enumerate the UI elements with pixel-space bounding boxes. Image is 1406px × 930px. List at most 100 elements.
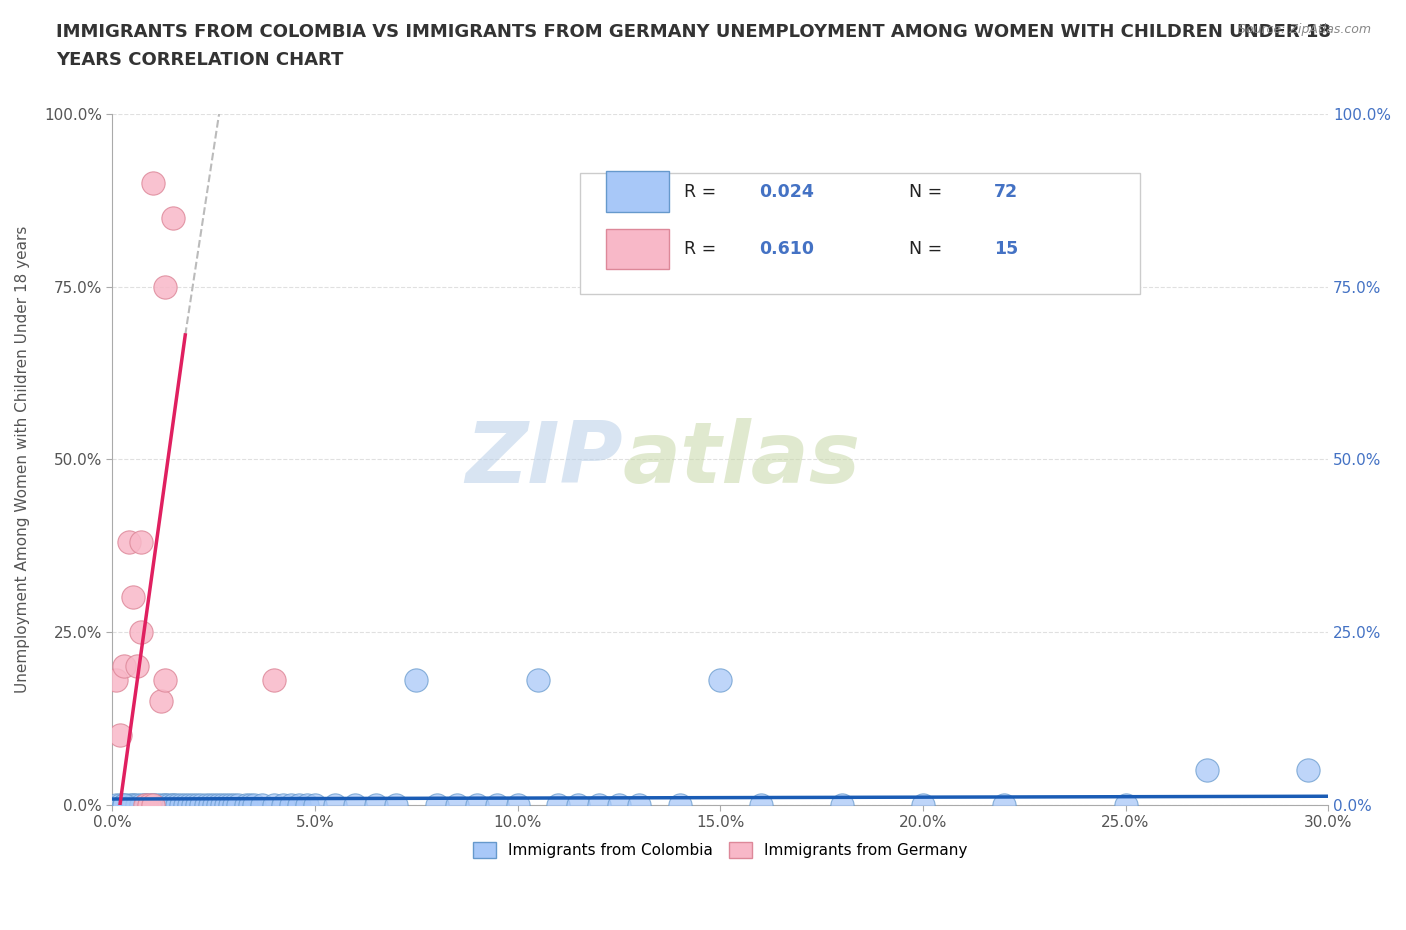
Point xyxy=(121,797,143,812)
Point xyxy=(105,672,128,687)
Point xyxy=(129,797,152,812)
Point xyxy=(235,797,257,812)
Point xyxy=(668,797,690,812)
Text: 72: 72 xyxy=(994,183,1018,201)
Y-axis label: Unemployment Among Women with Children Under 18 years: Unemployment Among Women with Children U… xyxy=(15,226,30,693)
Point xyxy=(1195,763,1218,777)
Point xyxy=(287,797,309,812)
Text: N =: N = xyxy=(908,240,948,258)
Point xyxy=(252,797,274,812)
Point xyxy=(239,797,262,812)
Point xyxy=(149,797,172,812)
Point xyxy=(166,797,188,812)
Point xyxy=(194,797,217,812)
Point xyxy=(146,797,169,812)
Point xyxy=(121,590,143,604)
Point xyxy=(162,797,184,812)
Point xyxy=(218,797,240,812)
Text: Source: ZipAtlas.com: Source: ZipAtlas.com xyxy=(1237,23,1371,36)
Point xyxy=(117,797,139,812)
Point xyxy=(446,797,468,812)
Text: IMMIGRANTS FROM COLOMBIA VS IMMIGRANTS FROM GERMANY UNEMPLOYMENT AMONG WOMEN WIT: IMMIGRANTS FROM COLOMBIA VS IMMIGRANTS F… xyxy=(56,23,1331,41)
Point xyxy=(134,797,156,812)
Point xyxy=(243,797,266,812)
Point xyxy=(295,797,318,812)
Point xyxy=(911,797,934,812)
Text: YEARS CORRELATION CHART: YEARS CORRELATION CHART xyxy=(56,51,343,69)
Point xyxy=(607,797,630,812)
Legend: Immigrants from Colombia, Immigrants from Germany: Immigrants from Colombia, Immigrants fro… xyxy=(465,835,974,866)
Point xyxy=(142,797,165,812)
Text: ZIP: ZIP xyxy=(465,418,623,500)
Point xyxy=(1114,797,1136,812)
Text: R =: R = xyxy=(683,183,721,201)
Text: N =: N = xyxy=(908,183,948,201)
Point xyxy=(405,672,427,687)
Point xyxy=(134,797,156,812)
Point xyxy=(138,797,160,812)
Point xyxy=(304,797,326,812)
Point xyxy=(628,797,651,812)
Point xyxy=(186,797,208,812)
Point xyxy=(134,797,156,812)
Point xyxy=(425,797,447,812)
Point xyxy=(198,797,221,812)
Point xyxy=(153,797,176,812)
Point xyxy=(153,279,176,294)
Point xyxy=(486,797,509,812)
Point xyxy=(527,672,550,687)
Point xyxy=(344,797,367,812)
Point xyxy=(465,797,488,812)
Text: atlas: atlas xyxy=(623,418,860,500)
Point xyxy=(385,797,408,812)
Text: 15: 15 xyxy=(994,240,1018,258)
Point xyxy=(142,797,165,812)
Text: 0.024: 0.024 xyxy=(759,183,814,201)
Point xyxy=(709,672,731,687)
Point xyxy=(125,659,148,674)
Point xyxy=(121,797,143,812)
Point xyxy=(162,210,184,225)
Point xyxy=(993,797,1015,812)
Point xyxy=(271,797,294,812)
Point xyxy=(125,797,148,812)
Point xyxy=(142,176,165,191)
Point xyxy=(506,797,529,812)
Point xyxy=(149,694,172,709)
FancyBboxPatch shape xyxy=(581,173,1140,294)
Point xyxy=(226,797,249,812)
Point xyxy=(183,797,205,812)
Point xyxy=(110,797,132,812)
Point xyxy=(831,797,853,812)
Point xyxy=(749,797,772,812)
Point xyxy=(364,797,387,812)
Point xyxy=(207,797,229,812)
Point xyxy=(1296,763,1319,777)
Point xyxy=(105,797,128,812)
Point xyxy=(129,535,152,550)
Point xyxy=(153,672,176,687)
Point xyxy=(222,797,245,812)
Text: 0.610: 0.610 xyxy=(759,240,814,258)
FancyBboxPatch shape xyxy=(606,171,669,212)
Point xyxy=(588,797,610,812)
Point xyxy=(138,797,160,812)
Point xyxy=(547,797,569,812)
Point xyxy=(114,797,136,812)
Point xyxy=(280,797,302,812)
Point xyxy=(129,624,152,639)
Text: R =: R = xyxy=(683,240,721,258)
Point xyxy=(117,535,139,550)
Point xyxy=(142,797,165,812)
Point xyxy=(162,797,184,812)
Point xyxy=(215,797,238,812)
Point xyxy=(263,672,285,687)
Point xyxy=(157,797,180,812)
Point xyxy=(567,797,589,812)
Point xyxy=(190,797,212,812)
Point xyxy=(202,797,225,812)
Point xyxy=(114,659,136,674)
Point xyxy=(170,797,193,812)
Point xyxy=(110,728,132,743)
Point xyxy=(174,797,197,812)
